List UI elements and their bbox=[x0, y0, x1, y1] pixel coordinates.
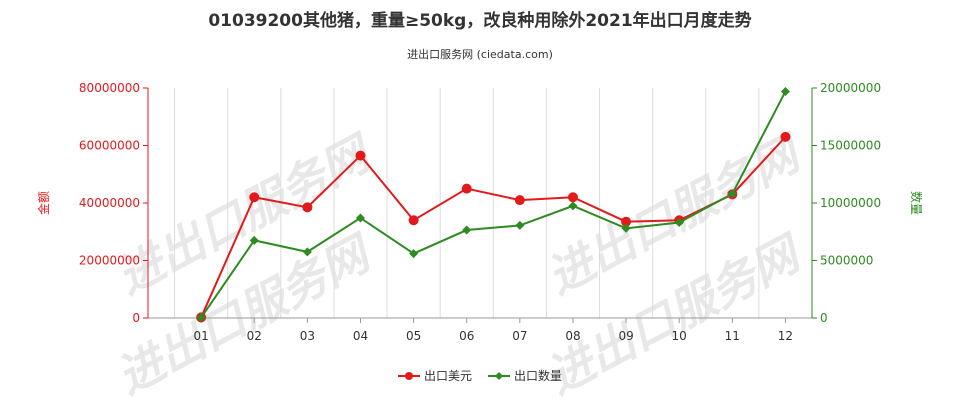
series-1 bbox=[196, 86, 790, 323]
x-tick-label: 01 bbox=[193, 329, 208, 343]
data-point bbox=[568, 201, 578, 211]
x-tick-label: 03 bbox=[300, 329, 315, 343]
series-0 bbox=[196, 131, 791, 323]
data-point bbox=[196, 313, 206, 323]
data-point bbox=[355, 213, 365, 223]
data-point bbox=[674, 218, 684, 228]
series-layer bbox=[196, 86, 791, 323]
data-point bbox=[621, 216, 632, 227]
x-tick-label: 05 bbox=[406, 329, 421, 343]
x-tick-label: 09 bbox=[618, 329, 633, 343]
data-point bbox=[355, 150, 366, 161]
y-left-tick-label: 20000000 bbox=[79, 254, 140, 268]
x-tick-label: 04 bbox=[353, 329, 368, 343]
y-right-axis-title: 数量 bbox=[909, 191, 924, 215]
data-point bbox=[515, 220, 525, 230]
y-right-tick-label: 15000000 bbox=[820, 139, 881, 153]
data-point bbox=[302, 247, 312, 257]
legend-marker bbox=[495, 372, 503, 380]
x-tick-label: 10 bbox=[672, 329, 687, 343]
tick-labels: 0 20000000 40000000 60000000 80000000 0 500000… bbox=[79, 81, 881, 343]
x-tick-label: 06 bbox=[459, 329, 474, 343]
data-point bbox=[249, 235, 259, 245]
x-tick-label: 02 bbox=[247, 329, 262, 343]
y-right-tick-label: 5000000 bbox=[820, 254, 873, 268]
legend-item-1[interactable]: 出口数量 bbox=[488, 368, 562, 383]
data-point bbox=[567, 192, 578, 203]
x-tick-label: 11 bbox=[725, 329, 740, 343]
data-point bbox=[514, 195, 525, 206]
data-point bbox=[408, 215, 419, 226]
series-line-1 bbox=[200, 90, 787, 319]
legend-marker bbox=[405, 372, 413, 380]
y-right-tick-label: 0 bbox=[820, 311, 828, 325]
x-tick-label: 08 bbox=[565, 329, 580, 343]
data-point bbox=[409, 249, 419, 259]
chart-subtitle: 进出口服务网 (ciedata.com) bbox=[407, 47, 553, 61]
data-point bbox=[461, 183, 472, 194]
data-point bbox=[780, 86, 790, 96]
data-point bbox=[462, 225, 472, 235]
x-tick-label: 07 bbox=[512, 329, 527, 343]
data-point bbox=[780, 131, 791, 142]
legend-item-0[interactable]: 出口美元 bbox=[398, 369, 472, 383]
legend-label: 出口美元 bbox=[424, 369, 472, 383]
data-point bbox=[249, 192, 260, 203]
series-line-0 bbox=[200, 136, 787, 318]
data-point bbox=[302, 202, 313, 213]
data-point bbox=[621, 223, 631, 233]
y-left-tick-label: 60000000 bbox=[79, 139, 140, 153]
x-tick-label: 12 bbox=[778, 329, 793, 343]
y-left-tick-label: 80000000 bbox=[79, 81, 140, 95]
y-right-tick-label: 20000000 bbox=[820, 81, 881, 95]
y-left-axis-title: 金额 bbox=[36, 191, 51, 215]
data-point bbox=[727, 189, 737, 199]
y-left-tick-label: 0 bbox=[132, 311, 140, 325]
y-left-tick-label: 40000000 bbox=[79, 196, 140, 210]
chart-title: 01039200其他猪，重量≥50kg，改良种用除外2021年出口月度走势 bbox=[208, 10, 751, 31]
legend[interactable]: 出口美元 出口数量 bbox=[398, 368, 562, 383]
y-right-tick-label: 10000000 bbox=[820, 196, 881, 210]
legend-label: 出口数量 bbox=[514, 368, 562, 383]
